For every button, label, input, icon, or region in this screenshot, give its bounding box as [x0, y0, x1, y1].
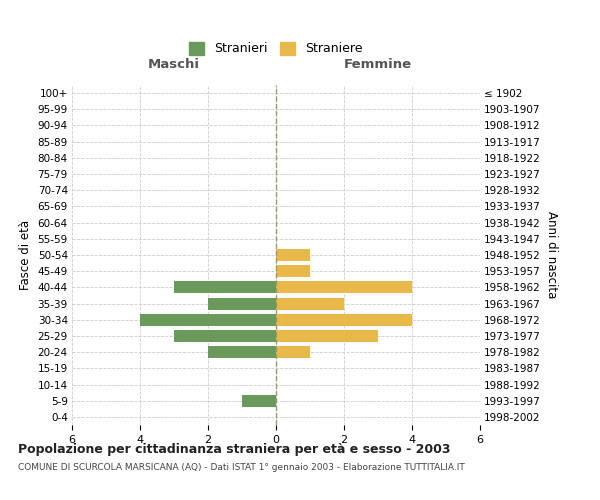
Legend: Stranieri, Straniere: Stranieri, Straniere	[184, 37, 368, 60]
Bar	[140, 314, 276, 326]
Bar	[276, 346, 310, 358]
Bar	[276, 330, 378, 342]
Bar	[276, 298, 344, 310]
Bar	[174, 282, 276, 294]
Y-axis label: Fasce di età: Fasce di età	[19, 220, 32, 290]
Bar	[276, 265, 310, 278]
Bar	[174, 330, 276, 342]
Bar	[208, 298, 276, 310]
Text: Femmine: Femmine	[344, 58, 412, 71]
Bar	[242, 394, 276, 407]
Bar	[208, 346, 276, 358]
Bar	[276, 249, 310, 261]
Y-axis label: Anni di nascita: Anni di nascita	[545, 212, 557, 298]
Text: Maschi: Maschi	[148, 58, 200, 71]
Bar	[276, 314, 412, 326]
Text: COMUNE DI SCURCOLA MARSICANA (AQ) - Dati ISTAT 1° gennaio 2003 - Elaborazione TU: COMUNE DI SCURCOLA MARSICANA (AQ) - Dati…	[18, 462, 465, 471]
Bar	[276, 282, 412, 294]
Text: Popolazione per cittadinanza straniera per età e sesso - 2003: Popolazione per cittadinanza straniera p…	[18, 442, 451, 456]
